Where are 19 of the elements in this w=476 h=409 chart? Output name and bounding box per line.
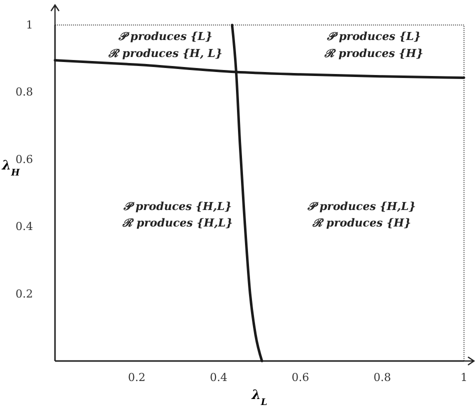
x-tick-label: 0.4	[210, 370, 228, 384]
annotation: ℛ produces {H}	[324, 46, 424, 60]
y-tick-label: 0.6	[16, 152, 33, 166]
annotation: 𝒫 produces {H,L}	[306, 200, 416, 213]
annotation: ℛ produces {H}	[312, 216, 412, 230]
annotation: 𝒫 produces {L}	[117, 30, 212, 44]
annotation: ℛ produces {H, L}	[108, 46, 222, 60]
y-tick-label: 1	[26, 18, 33, 32]
x-tick-label: 1	[460, 370, 468, 384]
y-tick-label: 0.4	[16, 220, 33, 234]
annotation: ℛ produces {H,L}	[122, 216, 233, 230]
x-axis-title: λ$_{L}$	[250, 388, 268, 408]
x-tick-label: 0.6	[292, 370, 310, 384]
y-tick-label: 0.8	[16, 86, 33, 99]
annotation: 𝒫 produces {H,L}	[122, 200, 232, 213]
x-tick-label: 0.8	[373, 370, 391, 384]
x-tick-label: 0.2	[128, 370, 146, 384]
annotation: 𝒫 produces {L}	[326, 30, 421, 44]
y-tick-label: 0.2	[16, 287, 33, 300]
